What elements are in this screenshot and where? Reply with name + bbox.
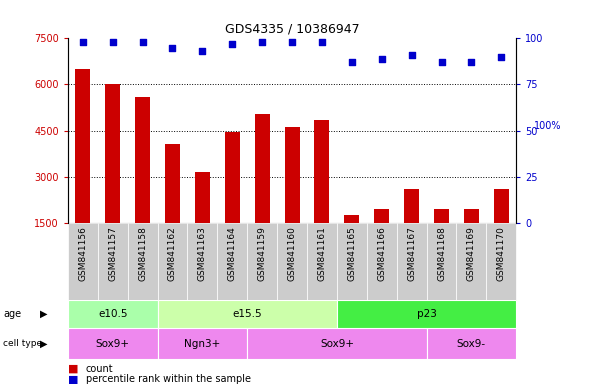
Bar [277,223,307,300]
Bar [105,84,120,269]
Text: GSM841166: GSM841166 [377,227,386,281]
Text: GSM841170: GSM841170 [497,227,506,281]
Bar [314,120,329,269]
Text: GSM841167: GSM841167 [407,227,416,281]
Text: GSM841162: GSM841162 [168,227,177,281]
Text: GSM841159: GSM841159 [258,227,267,281]
Bar [68,300,158,328]
Bar [434,209,449,269]
Bar [255,114,270,269]
Point [317,39,327,45]
Text: count: count [86,364,113,374]
Bar [188,223,217,300]
Bar [158,300,337,328]
Text: Sox9+: Sox9+ [96,339,130,349]
Text: Sox9+: Sox9+ [320,339,354,349]
Point [257,39,267,45]
Point [377,56,386,62]
Text: ▶: ▶ [40,309,48,319]
Bar [98,223,127,300]
Bar [158,223,188,300]
Text: GSM841156: GSM841156 [78,227,87,281]
Bar [396,223,427,300]
Title: GDS4335 / 10386947: GDS4335 / 10386947 [225,23,359,36]
Point [168,45,177,51]
Point [198,48,207,55]
Point [347,59,356,65]
Bar [158,328,247,359]
Bar [247,223,277,300]
Point [287,39,297,45]
Text: Ngn3+: Ngn3+ [184,339,221,349]
Point [467,59,476,65]
Text: GSM841157: GSM841157 [108,227,117,281]
Text: GSM841169: GSM841169 [467,227,476,281]
Y-axis label: 100%: 100% [534,121,562,131]
Bar [427,328,516,359]
Bar [486,223,516,300]
Text: GSM841160: GSM841160 [287,227,297,281]
Text: e10.5: e10.5 [98,309,127,319]
Text: ▶: ▶ [40,339,48,349]
Text: cell type: cell type [3,339,42,348]
Bar [284,127,300,269]
Bar [68,328,158,359]
Text: age: age [3,309,21,319]
Bar [76,69,90,269]
Text: GSM841163: GSM841163 [198,227,207,281]
Point [138,39,148,45]
Bar [374,209,389,269]
Point [228,41,237,47]
Text: GSM841165: GSM841165 [348,227,356,281]
Point [108,39,117,45]
Point [437,59,446,65]
Bar [367,223,396,300]
Bar [494,189,509,269]
Text: p23: p23 [417,309,437,319]
Bar [345,215,359,269]
Text: e15.5: e15.5 [232,309,262,319]
Text: Sox9-: Sox9- [457,339,486,349]
Bar [127,223,158,300]
Text: GSM841161: GSM841161 [317,227,326,281]
Text: GSM841164: GSM841164 [228,227,237,281]
Bar [307,223,337,300]
Bar [135,97,150,269]
Text: ■: ■ [68,364,78,374]
Bar [217,223,247,300]
Bar [225,132,240,269]
Text: GSM841168: GSM841168 [437,227,446,281]
Bar [457,223,486,300]
Bar [337,300,516,328]
Bar [464,209,479,269]
Point [407,52,417,58]
Bar [195,172,210,269]
Bar [165,144,180,269]
Bar [404,189,419,269]
Point [497,54,506,60]
Bar [337,223,367,300]
Text: GSM841158: GSM841158 [138,227,147,281]
Text: percentile rank within the sample: percentile rank within the sample [86,374,251,384]
Text: ■: ■ [68,374,78,384]
Point [78,39,87,45]
Bar [68,223,98,300]
Bar [427,223,457,300]
Bar [247,328,427,359]
